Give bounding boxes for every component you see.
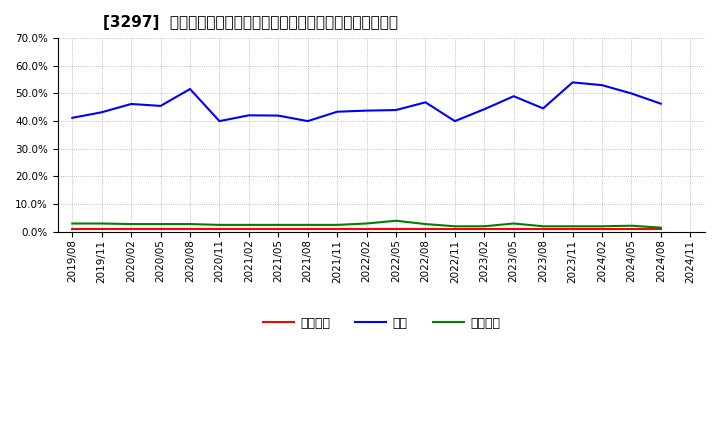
- 在庫: [657, 101, 665, 106]
- 在庫: [627, 91, 636, 96]
- 売上債権: [480, 227, 489, 232]
- 買入債務: [333, 222, 341, 227]
- 売上債権: [127, 227, 135, 232]
- Text: [3297]  売上債権、在庫、買入債務の総資産に対する比率の推移: [3297] 売上債権、在庫、買入債務の総資産に対する比率の推移: [103, 15, 398, 30]
- 買入債務: [539, 224, 547, 229]
- 買入債務: [568, 224, 577, 229]
- 在庫: [97, 110, 106, 115]
- 売上債権: [68, 227, 76, 232]
- 在庫: [451, 118, 459, 124]
- 売上債権: [657, 227, 665, 232]
- 在庫: [392, 107, 400, 113]
- 売上債権: [303, 227, 312, 232]
- 在庫: [156, 103, 165, 109]
- 買入債務: [245, 222, 253, 227]
- 売上債権: [627, 227, 636, 232]
- Line: 在庫: 在庫: [72, 82, 661, 121]
- 在庫: [127, 101, 135, 106]
- 在庫: [598, 83, 606, 88]
- 買入債務: [274, 222, 283, 227]
- 在庫: [362, 108, 371, 113]
- 買入債務: [127, 221, 135, 227]
- 買入債務: [627, 223, 636, 228]
- 買入債務: [510, 221, 518, 226]
- 在庫: [568, 80, 577, 85]
- 売上債権: [568, 227, 577, 232]
- 売上債権: [510, 227, 518, 232]
- 在庫: [480, 106, 489, 112]
- 買入債務: [657, 225, 665, 230]
- 買入債務: [598, 224, 606, 229]
- 在庫: [68, 115, 76, 121]
- 在庫: [245, 113, 253, 118]
- 買入債務: [215, 222, 224, 227]
- 在庫: [510, 94, 518, 99]
- 売上債権: [245, 227, 253, 232]
- Line: 買入債務: 買入債務: [72, 221, 661, 227]
- 売上債権: [598, 227, 606, 232]
- 売上債権: [362, 227, 371, 232]
- 売上債権: [392, 227, 400, 232]
- 買入債務: [480, 224, 489, 229]
- 売上債権: [451, 227, 459, 232]
- 買入債務: [68, 221, 76, 226]
- 売上債権: [186, 227, 194, 232]
- 在庫: [303, 118, 312, 124]
- 在庫: [274, 113, 283, 118]
- 売上債権: [215, 227, 224, 232]
- 買入債務: [421, 221, 430, 227]
- 売上債権: [333, 227, 341, 232]
- 在庫: [215, 118, 224, 124]
- 売上債権: [421, 227, 430, 232]
- 在庫: [421, 100, 430, 105]
- 在庫: [186, 86, 194, 92]
- 在庫: [333, 109, 341, 114]
- 売上債権: [539, 227, 547, 232]
- 買入債務: [186, 221, 194, 227]
- 売上債権: [97, 227, 106, 232]
- 買入債務: [362, 221, 371, 226]
- Legend: 売上債権, 在庫, 買入債務: 売上債権, 在庫, 買入債務: [258, 312, 505, 335]
- 買入債務: [451, 224, 459, 229]
- 売上債権: [156, 227, 165, 232]
- 在庫: [539, 106, 547, 111]
- 買入債務: [392, 218, 400, 224]
- 買入債務: [97, 221, 106, 226]
- 買入債務: [156, 221, 165, 227]
- 売上債権: [274, 227, 283, 232]
- 買入債務: [303, 222, 312, 227]
